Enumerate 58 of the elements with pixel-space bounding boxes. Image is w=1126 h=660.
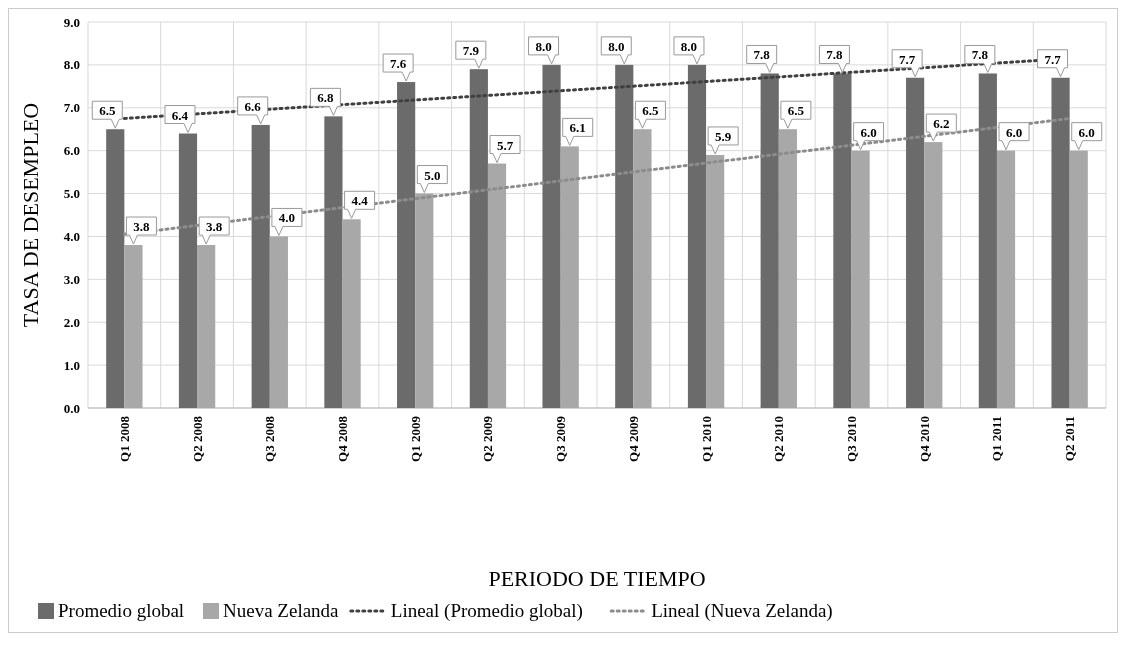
y-tick-label: 9.0 [63,14,80,30]
data-label: 6.4 [171,107,189,123]
x-tick-label: Q2 2010 [771,416,787,462]
legend-label: Lineal (Promedio global) [390,600,583,622]
x-tick-label: Q4 2008 [335,415,351,462]
x-tick-label: Q4 2009 [625,415,641,462]
data-label: 3.8 [206,219,223,235]
data-label: 7.8 [971,47,989,63]
legend-label: Nueva Zelanda [223,600,340,621]
legend-label: Promedio global [58,600,185,621]
data-label: 3.8 [133,219,151,235]
y-tick-label: 5.0 [63,186,80,202]
data-label: 4.4 [351,193,369,209]
data-label: 4.0 [278,210,295,226]
y-tick-label: 2.0 [63,314,80,330]
x-axis-title: PERIODO DE TIEMPO [488,566,706,591]
y-tick-label: 0.0 [63,400,80,416]
y-tick-label: 1.0 [63,357,80,373]
y-tick-label: 7.0 [63,100,80,116]
data-label: 6.8 [317,90,335,106]
data-label: 8.0 [608,38,625,54]
x-tick-label: Q4 2010 [916,416,932,462]
data-label: 8.0 [680,38,698,54]
y-tick-label: 3.0 [63,271,80,287]
x-tick-label: Q3 2009 [553,415,569,462]
x-tick-label: Q2 2008 [189,415,205,462]
data-label: 8.0 [535,38,552,54]
x-tick-label: Q1 2008 [116,415,132,462]
data-label: 7.8 [753,47,771,63]
data-label: 7.6 [390,56,407,72]
data-label: 6.0 [1005,124,1023,140]
data-label: 6.0 [860,124,877,140]
x-tick-label: Q2 2011 [1062,416,1078,462]
legend-label: Lineal (Nueva Zelanda) [651,600,833,622]
data-label: 6.6 [244,98,262,114]
data-label: 5.7 [496,137,514,153]
data-label: 6.5 [642,103,660,119]
y-tick-label: 6.0 [63,143,80,159]
y-tick-label: 8.0 [63,57,80,73]
x-tick-label: Q1 2009 [407,415,423,462]
data-label: 7.9 [462,43,480,59]
x-tick-label: Q3 2010 [844,416,860,462]
data-label: 6.5 [99,103,116,119]
x-tick-label: Q1 2011 [989,416,1005,462]
y-axis-title: TASA DE DESEMPLEO [18,102,43,328]
data-label: 6.2 [933,116,950,132]
data-label: 6.5 [787,103,805,119]
data-label: 7.7 [1044,51,1062,67]
data-label: 5.9 [715,128,732,144]
data-label: 7.7 [899,51,916,67]
y-tick-label: 4.0 [63,228,80,244]
x-tick-label: Q2 2009 [480,415,496,462]
data-label: 6.0 [1078,124,1095,140]
data-label: 5.0 [424,167,441,183]
x-tick-label: Q1 2010 [698,416,714,462]
x-tick-label: Q3 2008 [262,415,278,462]
data-label: 7.8 [826,47,844,63]
data-label: 6.1 [569,120,586,136]
